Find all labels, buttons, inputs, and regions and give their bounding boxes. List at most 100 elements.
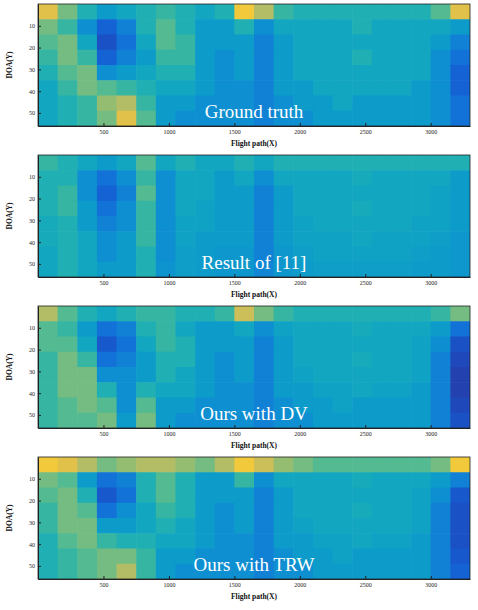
heat-cell	[333, 4, 353, 20]
heat-cell	[450, 337, 470, 353]
x-tick-mark	[365, 123, 366, 126]
heat-cell	[293, 352, 313, 368]
heat-cell	[372, 457, 392, 473]
heat-cell	[58, 19, 78, 35]
y-tick-label: 20	[29, 45, 35, 51]
x-axis: 50010001500200025003000	[39, 123, 471, 135]
heat-cell	[215, 321, 235, 337]
heat-cell	[136, 216, 156, 232]
y-tick-label: 10	[29, 174, 35, 180]
heat-cell	[175, 488, 195, 504]
heat-cell	[352, 111, 372, 126]
heat-cell	[195, 352, 215, 368]
heat-cell	[293, 488, 313, 504]
heat-cell	[156, 216, 176, 232]
heat-cell	[117, 337, 137, 353]
heat-cell	[77, 457, 97, 473]
heat-cell	[175, 65, 195, 81]
heat-cell	[274, 382, 294, 398]
heat-cell	[450, 488, 470, 504]
heat-cell	[77, 352, 97, 368]
heat-cell	[195, 80, 215, 96]
heat-cell	[136, 382, 156, 398]
y-tick-mark	[38, 371, 41, 372]
heat-cell	[450, 216, 470, 232]
heat-cell	[195, 457, 215, 473]
x-tick-mark	[365, 576, 366, 579]
heat-cell	[136, 488, 156, 504]
heat-cell	[117, 488, 137, 504]
heat-cell	[293, 19, 313, 35]
heat-cell	[391, 549, 411, 565]
heat-cell	[293, 155, 313, 171]
heat-cell	[38, 111, 58, 126]
x-tick: 1500	[229, 425, 241, 437]
heat-cell	[391, 4, 411, 20]
heat-cell	[411, 111, 431, 126]
x-tick: 3000	[425, 274, 437, 286]
panel-label: Ours with DV	[200, 403, 308, 424]
heat-cell	[450, 80, 470, 96]
heat-cell	[391, 382, 411, 398]
heat-cell	[391, 111, 411, 126]
heat-cell	[117, 65, 137, 81]
x-axis-line	[39, 428, 471, 429]
heat-cell	[58, 564, 78, 579]
y-tick-mark	[38, 415, 41, 416]
heat-cell	[136, 457, 156, 473]
heat-cell	[136, 19, 156, 35]
y-tick-label: 40	[29, 89, 35, 95]
y-tick-label: 20	[29, 196, 35, 202]
heat-cell	[136, 306, 156, 322]
y-tick: 40	[29, 240, 41, 246]
heat-cell	[77, 306, 97, 322]
heat-cell	[293, 65, 313, 81]
heat-cell	[234, 533, 254, 549]
heat-cell	[77, 518, 97, 534]
y-tick-label: 30	[29, 369, 35, 375]
cells	[38, 457, 470, 579]
heat-cell	[391, 247, 411, 263]
heat-cell	[352, 398, 372, 414]
heat-cell	[450, 19, 470, 35]
x-tick-label: 3000	[425, 582, 437, 588]
heat-cell	[117, 472, 137, 488]
x-tick: 3000	[425, 425, 437, 437]
heat-cell	[450, 50, 470, 66]
y-tick-label: 30	[29, 520, 35, 526]
y-axis: 1020304050	[29, 5, 41, 127]
heat-cell	[58, 321, 78, 337]
heat-cell	[117, 186, 137, 202]
heat-cell	[77, 247, 97, 263]
heat-cell	[97, 413, 117, 428]
x-tick-mark	[234, 576, 235, 579]
y-tick: 10	[29, 174, 41, 180]
heat-cell	[117, 564, 137, 579]
heat-cell	[254, 35, 274, 51]
heat-cell	[175, 170, 195, 186]
x-tick: 2000	[294, 123, 306, 135]
heat-cell	[38, 398, 58, 414]
heat-cell	[136, 111, 156, 126]
heat-cell	[431, 50, 451, 66]
heat-cell	[431, 549, 451, 565]
heat-cell	[450, 65, 470, 81]
figure: 500100015002000250030001020304050 Flight …	[0, 0, 478, 610]
y-tick: 20	[29, 347, 41, 353]
heat-cell	[215, 503, 235, 519]
heat-cell	[77, 262, 97, 277]
heat-cell	[136, 533, 156, 549]
heat-cell	[117, 352, 137, 368]
heat-cell	[195, 201, 215, 217]
heat-cell	[411, 231, 431, 247]
heat-cell	[77, 35, 97, 51]
heat-cell	[254, 65, 274, 81]
heat-cell	[333, 50, 353, 66]
heat-cell	[391, 518, 411, 534]
heat-cell	[215, 518, 235, 534]
heat-cell	[333, 457, 353, 473]
x-axis-title: Flight path(X)	[231, 290, 278, 299]
heat-cell	[117, 170, 137, 186]
heat-cell	[97, 65, 117, 81]
heat-cell	[136, 50, 156, 66]
